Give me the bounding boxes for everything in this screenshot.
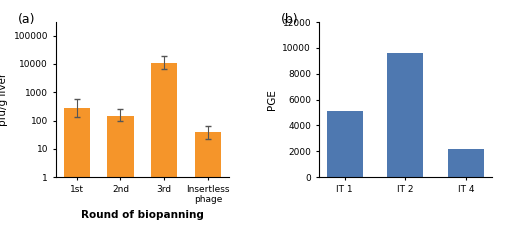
Y-axis label: pfu/g liver: pfu/g liver <box>0 73 8 126</box>
Text: (a): (a) <box>18 13 35 26</box>
Y-axis label: PGE: PGE <box>267 89 277 110</box>
Bar <box>387 53 423 177</box>
Bar <box>151 63 177 246</box>
Text: (b): (b) <box>281 13 298 26</box>
Bar <box>195 132 221 246</box>
Bar <box>327 111 363 177</box>
Bar <box>107 116 133 246</box>
Bar <box>64 108 90 246</box>
Bar <box>448 149 484 177</box>
X-axis label: Round of biopanning: Round of biopanning <box>81 210 204 220</box>
